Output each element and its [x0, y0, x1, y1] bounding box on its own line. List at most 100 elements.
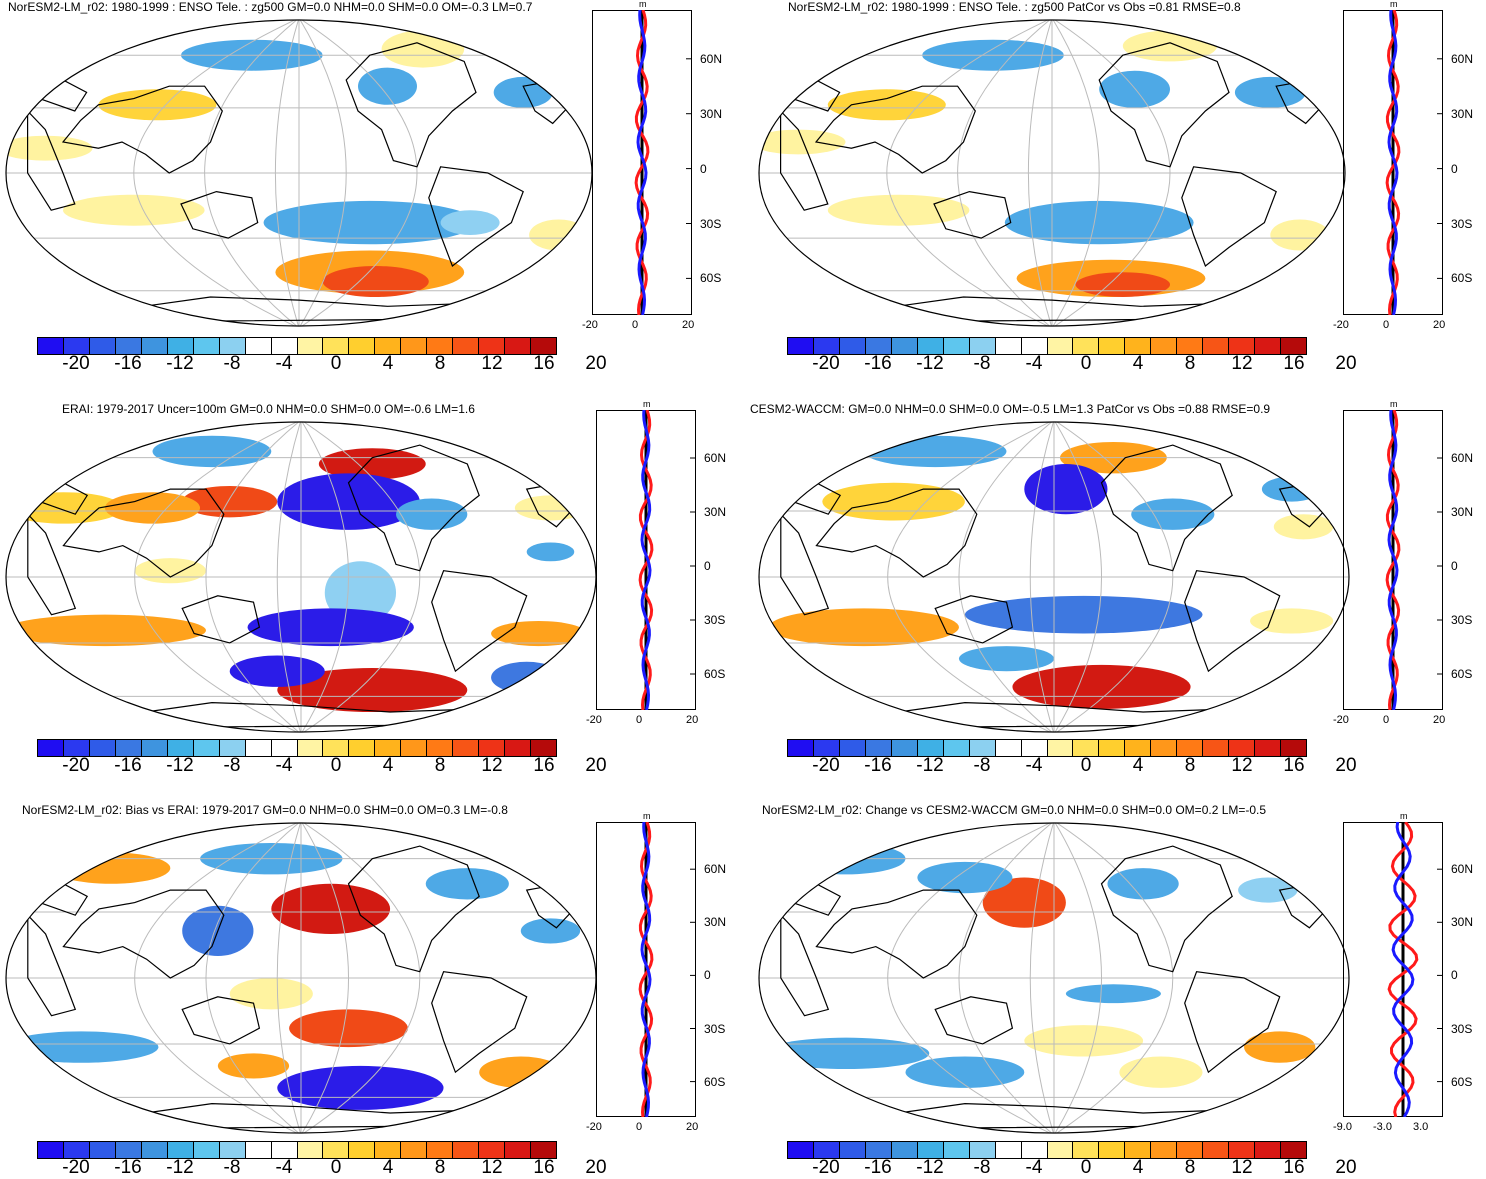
zonal-profile — [640, 822, 652, 1117]
colorbar-swatch — [115, 1142, 142, 1158]
map-p1 — [5, 19, 593, 327]
latitude-label: 30N — [1451, 505, 1474, 519]
latitude-label: 60S — [1451, 1074, 1473, 1089]
colorbar-swatch — [1073, 740, 1100, 756]
colorbar-swatch — [167, 1142, 194, 1158]
colorbar-swatch — [115, 338, 142, 354]
anomaly-contour — [768, 608, 959, 647]
coastline — [27, 913, 77, 1017]
colorbar-swatch — [531, 338, 557, 354]
colorbar-swatch — [1125, 338, 1152, 354]
latitude-label: 60N — [704, 862, 727, 877]
anomaly-contour — [827, 194, 970, 226]
colorbar-swatch — [375, 338, 402, 354]
latitude-label: 60S — [1451, 271, 1473, 286]
latitude-label: 30N — [1451, 915, 1474, 930]
colorbar-swatch — [89, 740, 116, 756]
colorbar-label: 20 — [585, 1157, 607, 1178]
colorbar-swatch — [453, 1142, 480, 1158]
map-p4 — [758, 421, 1350, 733]
latitude-label: 60S — [704, 1074, 726, 1089]
panel-title: NorESM2-LM_r02: Bias vs ERAI: 1979-2017 … — [22, 803, 508, 817]
anomaly-contour — [396, 498, 468, 530]
colorbar-swatch — [349, 338, 376, 354]
colorbar-label: -8 — [223, 1157, 241, 1178]
colorbar-swatch — [427, 740, 454, 756]
colorbar-swatch — [401, 1142, 428, 1158]
coastline — [934, 996, 1014, 1045]
panel-title: ERAI: 1979-2017 Uncer=100m GM=0.0 NHM=0.… — [62, 402, 475, 416]
colorbar-swatch — [479, 338, 506, 354]
colorbar-swatch — [479, 1142, 506, 1158]
coastline — [815, 488, 978, 578]
colorbar-swatch — [219, 740, 246, 756]
colorbar-swatch — [917, 338, 944, 354]
colorbar-swatch — [839, 740, 866, 756]
zonal-tick-label: 20 — [1433, 319, 1446, 331]
coastline — [933, 190, 1012, 239]
zonal-tick-label: 0 — [1383, 714, 1390, 726]
colorbar-swatch — [375, 1142, 402, 1158]
colorbar-swatch — [505, 740, 532, 756]
colorbar-label: -20 — [62, 353, 90, 374]
coastline — [27, 109, 76, 211]
colorbar-label: 8 — [434, 755, 446, 776]
colorbar-swatch — [1255, 740, 1282, 756]
colorbar-swatch — [167, 740, 194, 756]
latitude-label: 0 — [704, 968, 711, 983]
coastline — [180, 190, 259, 239]
anomaly-contour — [289, 1009, 408, 1048]
colorbar-swatch — [1281, 740, 1307, 756]
colorbar-swatch — [1177, 1142, 1204, 1158]
colorbar-swatch — [943, 338, 970, 354]
colorbar-swatch — [1021, 740, 1048, 756]
anomaly-contour — [529, 219, 589, 251]
coastline — [181, 996, 261, 1045]
zonal-mean-plot — [1343, 410, 1443, 710]
zonal-unit: m — [643, 811, 651, 821]
latitude-label: 60S — [1451, 667, 1473, 681]
colorbar-label: 16 — [1283, 353, 1305, 374]
colorbar-swatch — [271, 1142, 298, 1158]
colorbar-label: -4 — [1025, 755, 1043, 776]
latitude-label: 60S — [700, 271, 722, 286]
colorbar-label: 4 — [1132, 1157, 1144, 1178]
colorbar-swatch — [1151, 338, 1178, 354]
anomaly-contour — [182, 485, 278, 518]
colorbar-swatch — [141, 740, 168, 756]
anomaly-contour — [526, 542, 575, 562]
anomaly-contour — [762, 1037, 930, 1070]
coastline — [345, 42, 477, 168]
colorbar — [37, 337, 557, 355]
map-p5 — [5, 822, 597, 1134]
colorbar-swatch — [865, 1142, 892, 1158]
colorbar-swatch — [401, 338, 428, 354]
latitude-label: 30S — [704, 1021, 726, 1036]
anomaly-contour — [905, 1056, 1025, 1088]
zonal-tick-label: 3.0 — [1413, 1121, 1429, 1133]
colorbar-label: 20 — [585, 353, 607, 374]
latitude-label: 60N — [1451, 451, 1474, 465]
zonal-tick-label: -20 — [586, 714, 602, 726]
anomaly-contour — [1024, 1025, 1144, 1057]
colorbar-swatch — [401, 740, 428, 756]
colorbar-swatch — [943, 740, 970, 756]
colorbar-swatch — [1255, 1142, 1282, 1158]
colorbar-swatch — [245, 1142, 272, 1158]
zonal-unit: m — [1390, 0, 1398, 9]
anomaly-contour — [1075, 272, 1170, 297]
coastline — [1181, 166, 1277, 267]
colorbar-swatch — [297, 1142, 324, 1158]
latitude-label: 60N — [700, 51, 723, 66]
latitude-label: 30N — [704, 505, 727, 519]
colorbar — [37, 1141, 557, 1159]
panel-title: CESM2-WACCM: GM=0.0 NHM=0.0 SHM=0.0 OM=-… — [750, 402, 1271, 416]
colorbar-swatch — [839, 338, 866, 354]
coastline — [1098, 42, 1230, 168]
coastline — [347, 444, 480, 572]
anomaly-contour — [98, 89, 217, 121]
latitude-label: 0 — [704, 559, 711, 573]
colorbar-label: -16 — [864, 1157, 892, 1178]
zonal-tick-label: -3.0 — [1373, 1121, 1392, 1133]
colorbar-label: 4 — [1132, 353, 1144, 374]
